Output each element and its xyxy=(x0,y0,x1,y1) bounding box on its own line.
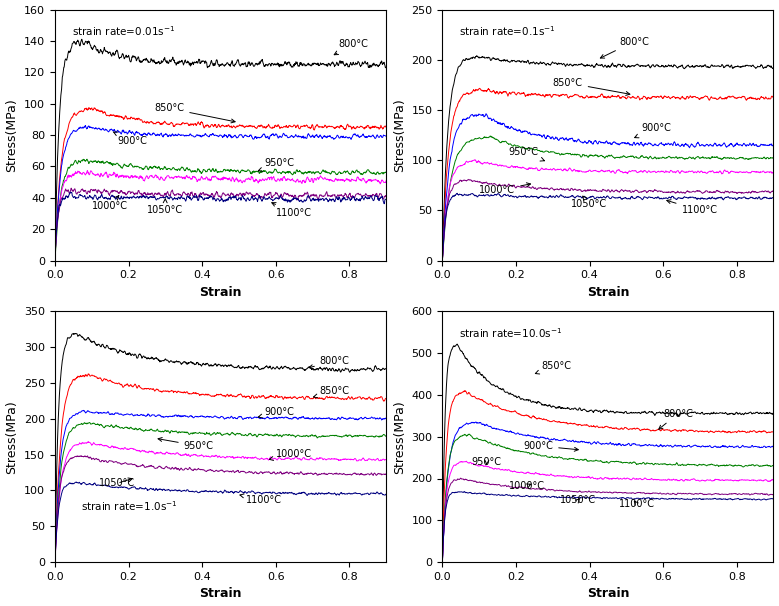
Text: 1050°C: 1050°C xyxy=(147,199,183,215)
Text: 900°C: 900°C xyxy=(259,407,294,418)
Text: 850°C: 850°C xyxy=(313,387,350,398)
Text: 900°C: 900°C xyxy=(114,132,147,146)
Text: 850°C: 850°C xyxy=(154,104,235,123)
Y-axis label: Stress(MPa): Stress(MPa) xyxy=(393,98,406,172)
Text: 1050°C: 1050°C xyxy=(571,196,608,209)
Text: 950°C: 950°C xyxy=(472,457,502,467)
X-axis label: Strain: Strain xyxy=(587,286,629,299)
Text: 1000°C: 1000°C xyxy=(479,183,530,195)
Text: strain rate=1.0s$^{-1}$: strain rate=1.0s$^{-1}$ xyxy=(82,499,178,513)
Text: 800°C: 800°C xyxy=(334,39,368,55)
Text: 1000°C: 1000°C xyxy=(270,449,312,461)
X-axis label: Strain: Strain xyxy=(587,587,629,601)
Text: 1100°C: 1100°C xyxy=(272,202,312,219)
Text: 800°C: 800°C xyxy=(659,408,693,429)
Text: 1050°C: 1050°C xyxy=(560,495,596,505)
Text: strain rate=0.01s$^{-1}$: strain rate=0.01s$^{-1}$ xyxy=(72,25,174,38)
Text: 1050°C: 1050°C xyxy=(99,478,136,488)
Text: strain rate=10.0s$^{-1}$: strain rate=10.0s$^{-1}$ xyxy=(459,326,562,340)
Text: 950°C: 950°C xyxy=(509,147,545,161)
Text: 1100°C: 1100°C xyxy=(240,494,282,505)
X-axis label: Strain: Strain xyxy=(199,286,241,299)
Text: 1100°C: 1100°C xyxy=(667,200,717,215)
Text: 950°C: 950°C xyxy=(158,438,213,451)
Text: 900°C: 900°C xyxy=(635,123,671,138)
Text: 900°C: 900°C xyxy=(523,441,578,451)
Y-axis label: Stress(MPa): Stress(MPa) xyxy=(5,98,19,172)
Y-axis label: Stress(MPa): Stress(MPa) xyxy=(5,400,19,473)
Text: 1100°C: 1100°C xyxy=(619,499,655,510)
Text: 1000°C: 1000°C xyxy=(92,196,128,211)
Y-axis label: Stress(MPa): Stress(MPa) xyxy=(393,400,406,473)
Text: 800°C: 800°C xyxy=(601,37,649,58)
Text: 950°C: 950°C xyxy=(259,158,294,171)
Text: strain rate=0.1s$^{-1}$: strain rate=0.1s$^{-1}$ xyxy=(459,25,555,38)
Text: 850°C: 850°C xyxy=(535,361,572,374)
Text: 800°C: 800°C xyxy=(308,356,350,368)
X-axis label: Strain: Strain xyxy=(199,587,241,601)
Text: 1000°C: 1000°C xyxy=(509,481,545,491)
Text: 850°C: 850°C xyxy=(553,78,630,95)
